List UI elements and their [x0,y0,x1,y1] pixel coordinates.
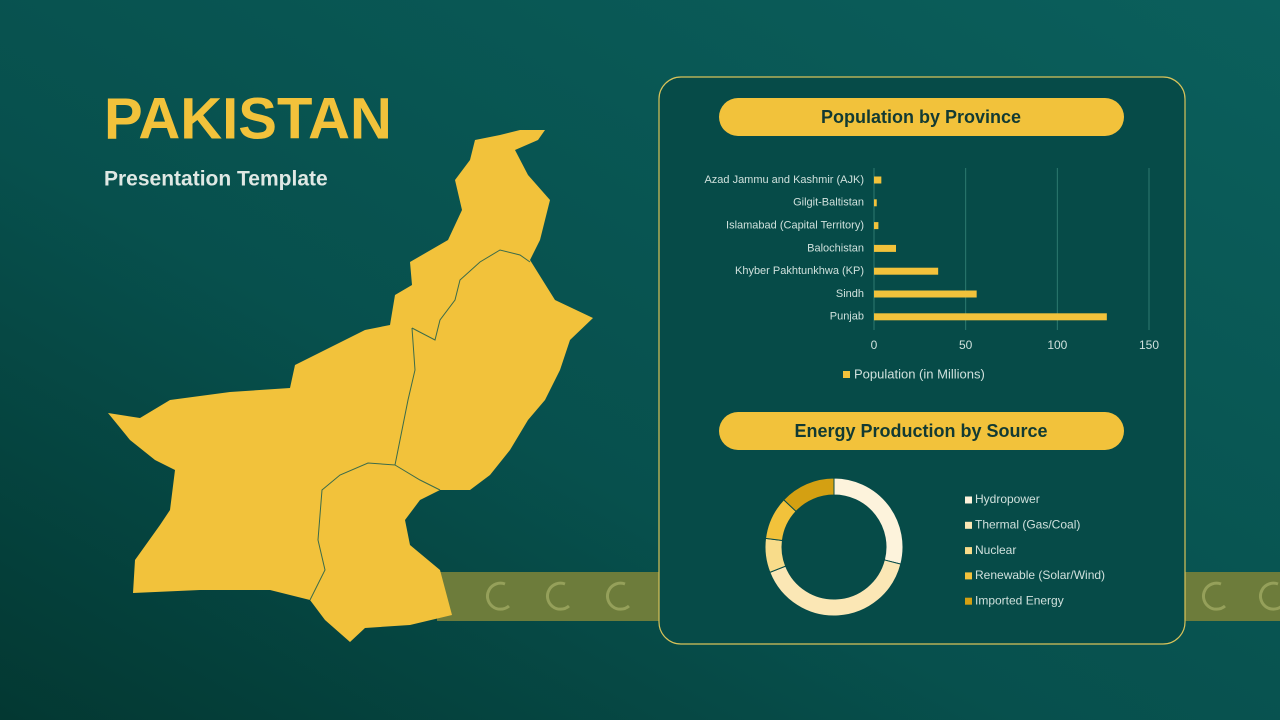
bar [874,222,879,230]
y-tick-label: Balochistan [807,242,864,254]
legend-swatch [843,371,850,378]
chart-title: Population by Province [821,107,1021,127]
bar [874,244,896,252]
y-tick-label: Gilgit-Baltistan [793,197,864,209]
chart-header [719,412,1124,450]
legend-swatch [965,572,972,580]
x-tick-label: 150 [1139,338,1159,352]
border [309,327,416,601]
legend-swatch [965,496,972,504]
bar [874,267,939,275]
map [108,130,593,642]
crescent [1202,581,1226,611]
title: PAKISTAN [104,86,392,151]
subtitle: Presentation Template [104,168,328,191]
x-tick-label: 100 [1047,338,1067,352]
crescent [606,581,630,611]
y-tick-label: Khyber Pakhtunkhwa (KP) [735,265,864,277]
donut-segment [782,477,835,513]
crescents [486,581,1280,611]
legend-label: Hydropower [975,492,1040,506]
y-tick-label: Punjab [830,311,864,323]
legend-label: Renewable (Solar/Wind) [975,568,1105,582]
map-borders [309,249,531,601]
legend-label: Nuclear [975,543,1016,557]
bar [874,199,877,207]
crescent [486,581,510,611]
y-tick-label: Islamabad (Capital Territory) [726,220,864,232]
legend-label: Population (in Millions) [854,366,985,381]
x-tick-label: 0 [871,338,878,352]
legend-label: Imported Energy [975,593,1064,607]
y-tick-label: Sindh [836,288,864,300]
bar [874,176,882,184]
legend-label: Thermal (Gas/Coal) [975,517,1080,531]
donut-segment [764,537,787,574]
border [411,249,531,341]
legend-swatch [965,547,972,555]
legend-swatch [965,597,972,605]
card [658,76,1186,645]
x-tick-label: 50 [959,338,973,352]
crescent [1259,581,1280,611]
border [394,464,441,491]
crescent [546,581,570,611]
legend-swatch [965,521,972,529]
chart-header [719,98,1124,136]
chart-title: Energy Production by Source [794,421,1047,441]
bar [874,313,1107,321]
bar [874,290,977,298]
y-tick-label: Azad Jammu and Kashmir (AJK) [704,174,864,186]
